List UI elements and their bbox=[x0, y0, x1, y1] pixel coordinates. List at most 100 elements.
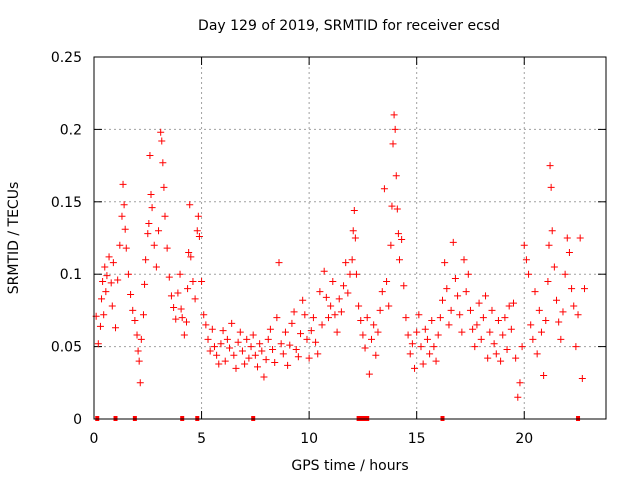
data-point bbox=[492, 350, 500, 358]
data-point bbox=[191, 295, 199, 303]
x-tick-label: 5 bbox=[197, 431, 206, 447]
data-point bbox=[213, 351, 221, 359]
data-point bbox=[352, 270, 360, 278]
data-point bbox=[245, 354, 253, 362]
data-point bbox=[228, 319, 236, 327]
data-point bbox=[522, 256, 530, 264]
data-point bbox=[368, 335, 376, 343]
data-point bbox=[109, 259, 117, 267]
data-point bbox=[402, 314, 410, 322]
x-tick-label: 20 bbox=[515, 431, 533, 447]
data-point bbox=[518, 343, 526, 351]
x-tick-label: 10 bbox=[300, 431, 318, 447]
data-point bbox=[533, 350, 541, 358]
gridlines bbox=[94, 57, 606, 419]
data-point bbox=[505, 302, 513, 310]
data-point bbox=[98, 295, 106, 303]
data-point bbox=[159, 159, 167, 167]
data-point bbox=[456, 311, 464, 319]
data-point bbox=[400, 282, 408, 290]
data-point bbox=[331, 311, 339, 319]
data-point bbox=[449, 238, 457, 246]
data-point bbox=[193, 227, 201, 235]
data-point bbox=[395, 256, 403, 264]
data-point bbox=[462, 288, 470, 296]
data-point bbox=[555, 318, 563, 326]
data-point bbox=[183, 318, 191, 326]
data-point bbox=[578, 374, 586, 382]
data-point bbox=[184, 285, 192, 293]
data-point bbox=[490, 340, 498, 348]
data-point bbox=[264, 335, 272, 343]
data-point bbox=[559, 308, 567, 316]
data-point bbox=[200, 311, 208, 319]
data-point bbox=[136, 379, 144, 387]
data-point bbox=[374, 328, 382, 336]
data-point bbox=[260, 373, 268, 381]
data-point bbox=[361, 344, 369, 352]
data-point bbox=[540, 372, 548, 380]
y-tick-label: 0.2 bbox=[60, 122, 82, 138]
data-point bbox=[516, 379, 524, 387]
y-tick-label: 0.05 bbox=[51, 340, 82, 356]
data-point bbox=[114, 276, 122, 284]
data-point bbox=[445, 321, 453, 329]
data-point bbox=[355, 302, 363, 310]
data-point bbox=[324, 314, 332, 322]
data-point bbox=[210, 343, 218, 351]
data-point bbox=[547, 183, 555, 191]
data-point bbox=[333, 328, 341, 336]
y-axis-label: SRMTID / TECUs bbox=[6, 182, 22, 295]
data-point bbox=[120, 201, 128, 209]
data-point bbox=[340, 282, 348, 290]
data-point bbox=[335, 295, 343, 303]
data-point bbox=[176, 270, 184, 278]
data-point bbox=[436, 314, 444, 322]
data-point bbox=[486, 328, 494, 336]
data-point bbox=[520, 241, 528, 249]
data-point bbox=[411, 364, 419, 372]
data-point bbox=[434, 331, 442, 339]
data-point bbox=[451, 275, 459, 283]
data-point bbox=[281, 328, 289, 336]
data-point bbox=[351, 234, 359, 242]
data-point bbox=[223, 335, 231, 343]
data-point bbox=[565, 248, 573, 256]
data-point bbox=[322, 293, 330, 301]
data-point bbox=[208, 325, 216, 333]
data-point bbox=[342, 259, 350, 267]
data-point bbox=[305, 354, 313, 362]
data-point bbox=[383, 277, 391, 285]
data-point bbox=[102, 288, 110, 296]
data-point bbox=[219, 327, 227, 335]
data-point bbox=[503, 345, 511, 353]
data-points bbox=[92, 111, 588, 401]
data-point bbox=[165, 273, 173, 281]
data-point bbox=[292, 345, 300, 353]
data-point bbox=[249, 331, 257, 339]
data-point bbox=[570, 302, 578, 310]
data-point bbox=[96, 322, 104, 330]
data-point bbox=[388, 202, 396, 210]
y-tick-label: 0.15 bbox=[51, 195, 82, 211]
data-point bbox=[469, 325, 477, 333]
data-point bbox=[101, 263, 109, 271]
data-point bbox=[318, 321, 326, 329]
data-point bbox=[174, 289, 182, 297]
data-point bbox=[150, 241, 158, 249]
data-point bbox=[365, 370, 373, 378]
data-point bbox=[234, 338, 242, 346]
data-point bbox=[479, 314, 487, 322]
data-point bbox=[247, 343, 255, 351]
data-point bbox=[119, 180, 127, 188]
data-point bbox=[460, 256, 468, 264]
data-point bbox=[189, 277, 197, 285]
data-point bbox=[116, 241, 124, 249]
data-point bbox=[307, 327, 315, 335]
data-point bbox=[178, 314, 186, 322]
data-point bbox=[251, 351, 259, 359]
data-point bbox=[94, 340, 102, 348]
data-point bbox=[158, 137, 166, 145]
data-point bbox=[563, 234, 571, 242]
data-point bbox=[428, 317, 436, 325]
